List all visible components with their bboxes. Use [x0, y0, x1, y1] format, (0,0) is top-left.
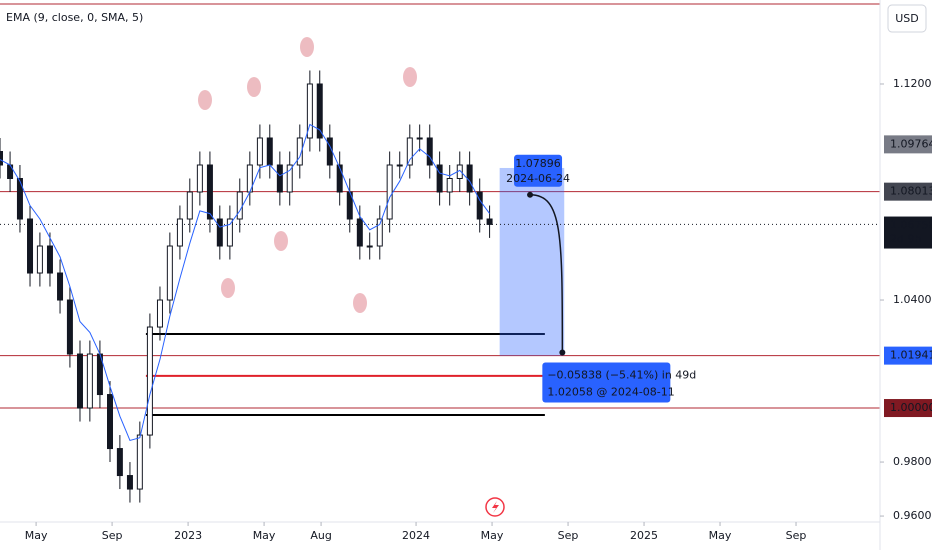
candle-body	[366, 245, 373, 248]
candle-body	[86, 353, 93, 409]
candle-body	[16, 178, 23, 220]
marker	[274, 231, 288, 251]
projection-point	[559, 349, 566, 356]
candle-body	[46, 245, 53, 274]
ema-line	[0, 123, 490, 442]
candle-body	[226, 218, 233, 247]
indicator-label: EMA (9, close, 0, SMA, 5)	[6, 11, 143, 24]
candle-body	[166, 245, 173, 301]
candle-body	[206, 164, 213, 220]
candle-body	[316, 83, 323, 139]
swing-markers	[198, 37, 417, 313]
candle-body	[426, 137, 433, 166]
candle-body	[466, 164, 473, 193]
candle-body	[186, 191, 193, 220]
icon	[492, 501, 499, 513]
x-tick-label: Sep	[102, 529, 123, 542]
candle-body	[286, 164, 293, 193]
x-tick-label: 2025	[630, 529, 658, 542]
candle-body	[66, 299, 73, 355]
candle-body	[446, 178, 453, 193]
price-label: 1.06758	[890, 219, 932, 232]
candle-body	[176, 218, 183, 247]
price-label-box	[884, 135, 932, 154]
price-label-box	[884, 346, 932, 365]
marker	[403, 67, 417, 87]
projection-point	[527, 191, 534, 198]
candle-body	[306, 83, 313, 139]
candle-body	[236, 191, 243, 220]
candle-body	[386, 164, 393, 220]
candle-body	[146, 326, 153, 436]
projection-result-box	[542, 362, 671, 403]
candle-body	[107, 394, 113, 450]
x-tick-label: May	[253, 529, 276, 542]
candle-body	[416, 137, 423, 140]
x-tick-label: May	[481, 529, 504, 542]
price-label: 1.00000	[890, 401, 932, 414]
candle-body	[126, 475, 133, 490]
y-tick-label: 1.12000	[893, 77, 932, 90]
x-tick-label: Sep	[558, 529, 579, 542]
candle-body	[156, 299, 163, 328]
candle-body	[256, 137, 263, 166]
marker	[300, 37, 314, 57]
x-tick-label: 2024	[402, 529, 430, 542]
candle-body	[76, 353, 83, 409]
currency-button[interactable]	[887, 4, 927, 33]
candle-body	[326, 137, 333, 166]
candle-body	[57, 272, 64, 301]
candle-body	[356, 218, 363, 247]
marker	[353, 293, 367, 313]
x-tick-label: Sep	[786, 529, 807, 542]
marker	[221, 278, 235, 298]
candle-body	[376, 218, 383, 247]
candle-body	[0, 150, 3, 166]
projection-change: −0.05838 (−5.41%) in 49d	[547, 368, 696, 381]
y-tick-label: 1.04000	[893, 293, 932, 306]
candle-body	[216, 218, 223, 247]
candle-body	[296, 137, 303, 166]
price-label-box	[884, 216, 932, 249]
candle-body	[396, 164, 403, 167]
x-tick-label: 2023	[174, 529, 202, 542]
candle-body	[116, 448, 123, 477]
candle-body	[36, 245, 43, 274]
x-tick-label: Aug	[310, 529, 331, 542]
projection-start-price: 1.07896	[515, 157, 561, 170]
price-label-box	[884, 399, 932, 418]
candle-body	[406, 137, 413, 166]
price-label: 1.01941	[890, 349, 932, 362]
candle-body	[27, 218, 34, 274]
candle-body	[486, 218, 493, 225]
marker	[247, 77, 261, 97]
flash-icon	[485, 497, 505, 517]
x-tick-label: May	[709, 529, 732, 542]
projection-detail: 1.02058 @ 2024-08-11	[547, 385, 674, 398]
price-label: 1.08013	[890, 185, 932, 198]
candle-body	[476, 191, 483, 220]
projection-arrow	[530, 194, 564, 353]
price-label-box	[884, 182, 932, 201]
y-tick-label: 0.98000	[893, 455, 932, 468]
projection-label-box	[514, 154, 563, 187]
price-label-sub: 2d 9h	[890, 233, 921, 246]
projection-box	[499, 167, 565, 356]
price-label: 1.09764	[890, 137, 932, 150]
candle-body	[436, 164, 443, 193]
candle-body	[276, 164, 283, 193]
projection-start-date: 2024-06-24	[506, 172, 570, 185]
candle-body	[336, 164, 343, 193]
x-tick-label: May	[25, 529, 48, 542]
currency-label: USD	[895, 12, 919, 25]
marker	[198, 90, 212, 110]
plot	[0, 3, 880, 503]
candle-body	[266, 137, 273, 166]
candle-body	[136, 434, 143, 490]
candle-body	[196, 164, 203, 193]
